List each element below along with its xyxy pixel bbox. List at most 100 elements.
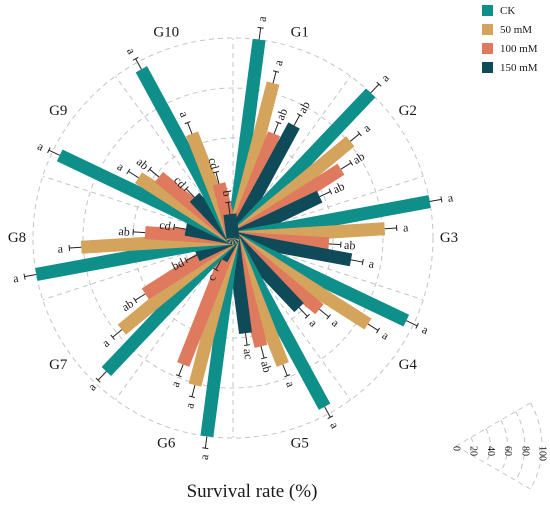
group-label-G5: G5 bbox=[291, 435, 309, 451]
error-cap bbox=[376, 327, 381, 334]
error-cap bbox=[361, 259, 364, 266]
scale-tick-label: 80 bbox=[519, 446, 530, 456]
legend-swatch bbox=[482, 43, 493, 54]
significance-letter: a bbox=[99, 335, 113, 350]
error-cap bbox=[126, 168, 131, 175]
significance-letter: ab bbox=[330, 179, 346, 197]
error-cap bbox=[110, 334, 115, 340]
error-bar bbox=[282, 364, 288, 376]
error-cap bbox=[328, 188, 333, 195]
scale-arc bbox=[470, 437, 474, 455]
error-bar bbox=[384, 227, 397, 230]
error-cap bbox=[225, 201, 232, 204]
significance-letter: a bbox=[182, 401, 197, 410]
group-label-G10: G10 bbox=[153, 25, 179, 41]
significance-letter: ab bbox=[350, 149, 367, 167]
error-cap bbox=[175, 374, 182, 378]
error-cap bbox=[349, 159, 354, 166]
error-cap bbox=[376, 81, 382, 87]
error-bar bbox=[319, 308, 329, 318]
scale-tick-label: 0 bbox=[451, 446, 462, 451]
error-bar bbox=[149, 168, 160, 178]
significance-letter: ab bbox=[258, 360, 274, 374]
significance-letter: ab bbox=[119, 296, 136, 314]
error-cap bbox=[357, 131, 362, 137]
grid-spoke bbox=[42, 237, 234, 301]
error-cap bbox=[23, 273, 26, 280]
group-label-G2: G2 bbox=[399, 103, 417, 119]
error-bar bbox=[215, 172, 220, 184]
error-bar bbox=[185, 188, 195, 198]
error-cap bbox=[133, 297, 138, 304]
group-label-G8: G8 bbox=[8, 230, 26, 246]
bar-G1-50mM bbox=[226, 81, 280, 240]
significance-letter: a bbox=[124, 45, 139, 57]
significance-letter: ab bbox=[344, 238, 356, 253]
error-cap bbox=[184, 121, 191, 125]
significance-letter: a bbox=[115, 159, 128, 174]
error-cap bbox=[304, 313, 310, 319]
bar-G6-100mM bbox=[177, 235, 240, 367]
significance-letter: a bbox=[57, 241, 64, 255]
error-bar bbox=[367, 323, 379, 331]
group-label-G9: G9 bbox=[49, 103, 67, 119]
error-bar bbox=[215, 258, 222, 270]
significance-letter: a bbox=[197, 453, 212, 461]
bar-G10-150mM bbox=[223, 213, 240, 239]
scale-arc bbox=[500, 419, 509, 473]
scale-tick-label: 20 bbox=[468, 446, 479, 456]
error-cap bbox=[147, 166, 152, 172]
grid-circle-4 bbox=[32, 37, 434, 439]
error-bar bbox=[260, 346, 265, 359]
x-axis-label: Survival rate (%) bbox=[187, 481, 318, 502]
error-bar bbox=[204, 436, 208, 449]
significance-letter: cd bbox=[158, 218, 172, 234]
radial-scale-key: 0 20 40 60 80 100 bbox=[451, 402, 548, 490]
grid-spoke bbox=[232, 237, 351, 401]
error-bar bbox=[128, 170, 139, 179]
significance-letter: a bbox=[378, 70, 392, 84]
error-cap bbox=[132, 56, 139, 61]
error-bar bbox=[187, 122, 193, 134]
significance-letter: a bbox=[283, 379, 298, 390]
error-bar bbox=[272, 71, 277, 84]
error-bar bbox=[328, 243, 341, 246]
significance-letter: cd bbox=[206, 156, 222, 170]
error-cap bbox=[172, 224, 176, 231]
error-cap bbox=[326, 314, 331, 320]
error-bar bbox=[135, 58, 142, 70]
significance-letter: a bbox=[307, 316, 321, 330]
error-cap bbox=[284, 374, 291, 378]
significance-letter: a bbox=[35, 139, 46, 154]
group-label-G7: G7 bbox=[49, 357, 68, 373]
error-cap bbox=[212, 170, 220, 174]
bar-G4-CK bbox=[230, 232, 410, 327]
error-bar bbox=[133, 231, 146, 234]
legend-swatch bbox=[482, 5, 493, 16]
error-cap bbox=[95, 377, 101, 383]
significance-letter: a bbox=[255, 15, 270, 23]
error-bar bbox=[370, 83, 380, 94]
significance-letter: a bbox=[329, 316, 343, 331]
error-bar bbox=[319, 191, 331, 198]
error-cap bbox=[202, 447, 209, 450]
significance-letter: a bbox=[380, 328, 393, 343]
significance-letter: ac bbox=[241, 348, 256, 360]
error-bar bbox=[350, 259, 363, 263]
grid-spoke bbox=[42, 175, 234, 239]
error-cap bbox=[188, 395, 195, 399]
legend-label: 100 mM bbox=[500, 43, 538, 55]
bar-G9-CK bbox=[56, 149, 236, 244]
grid-spoke bbox=[115, 75, 234, 239]
legend-swatch bbox=[482, 62, 493, 73]
error-bar bbox=[178, 364, 184, 376]
scale-arc bbox=[530, 402, 543, 490]
error-bar bbox=[185, 254, 198, 261]
error-bar bbox=[48, 149, 60, 156]
error-cap bbox=[183, 186, 189, 192]
scale-arc bbox=[485, 428, 491, 464]
error-bar bbox=[298, 307, 308, 317]
significance-letter: b bbox=[220, 189, 235, 197]
